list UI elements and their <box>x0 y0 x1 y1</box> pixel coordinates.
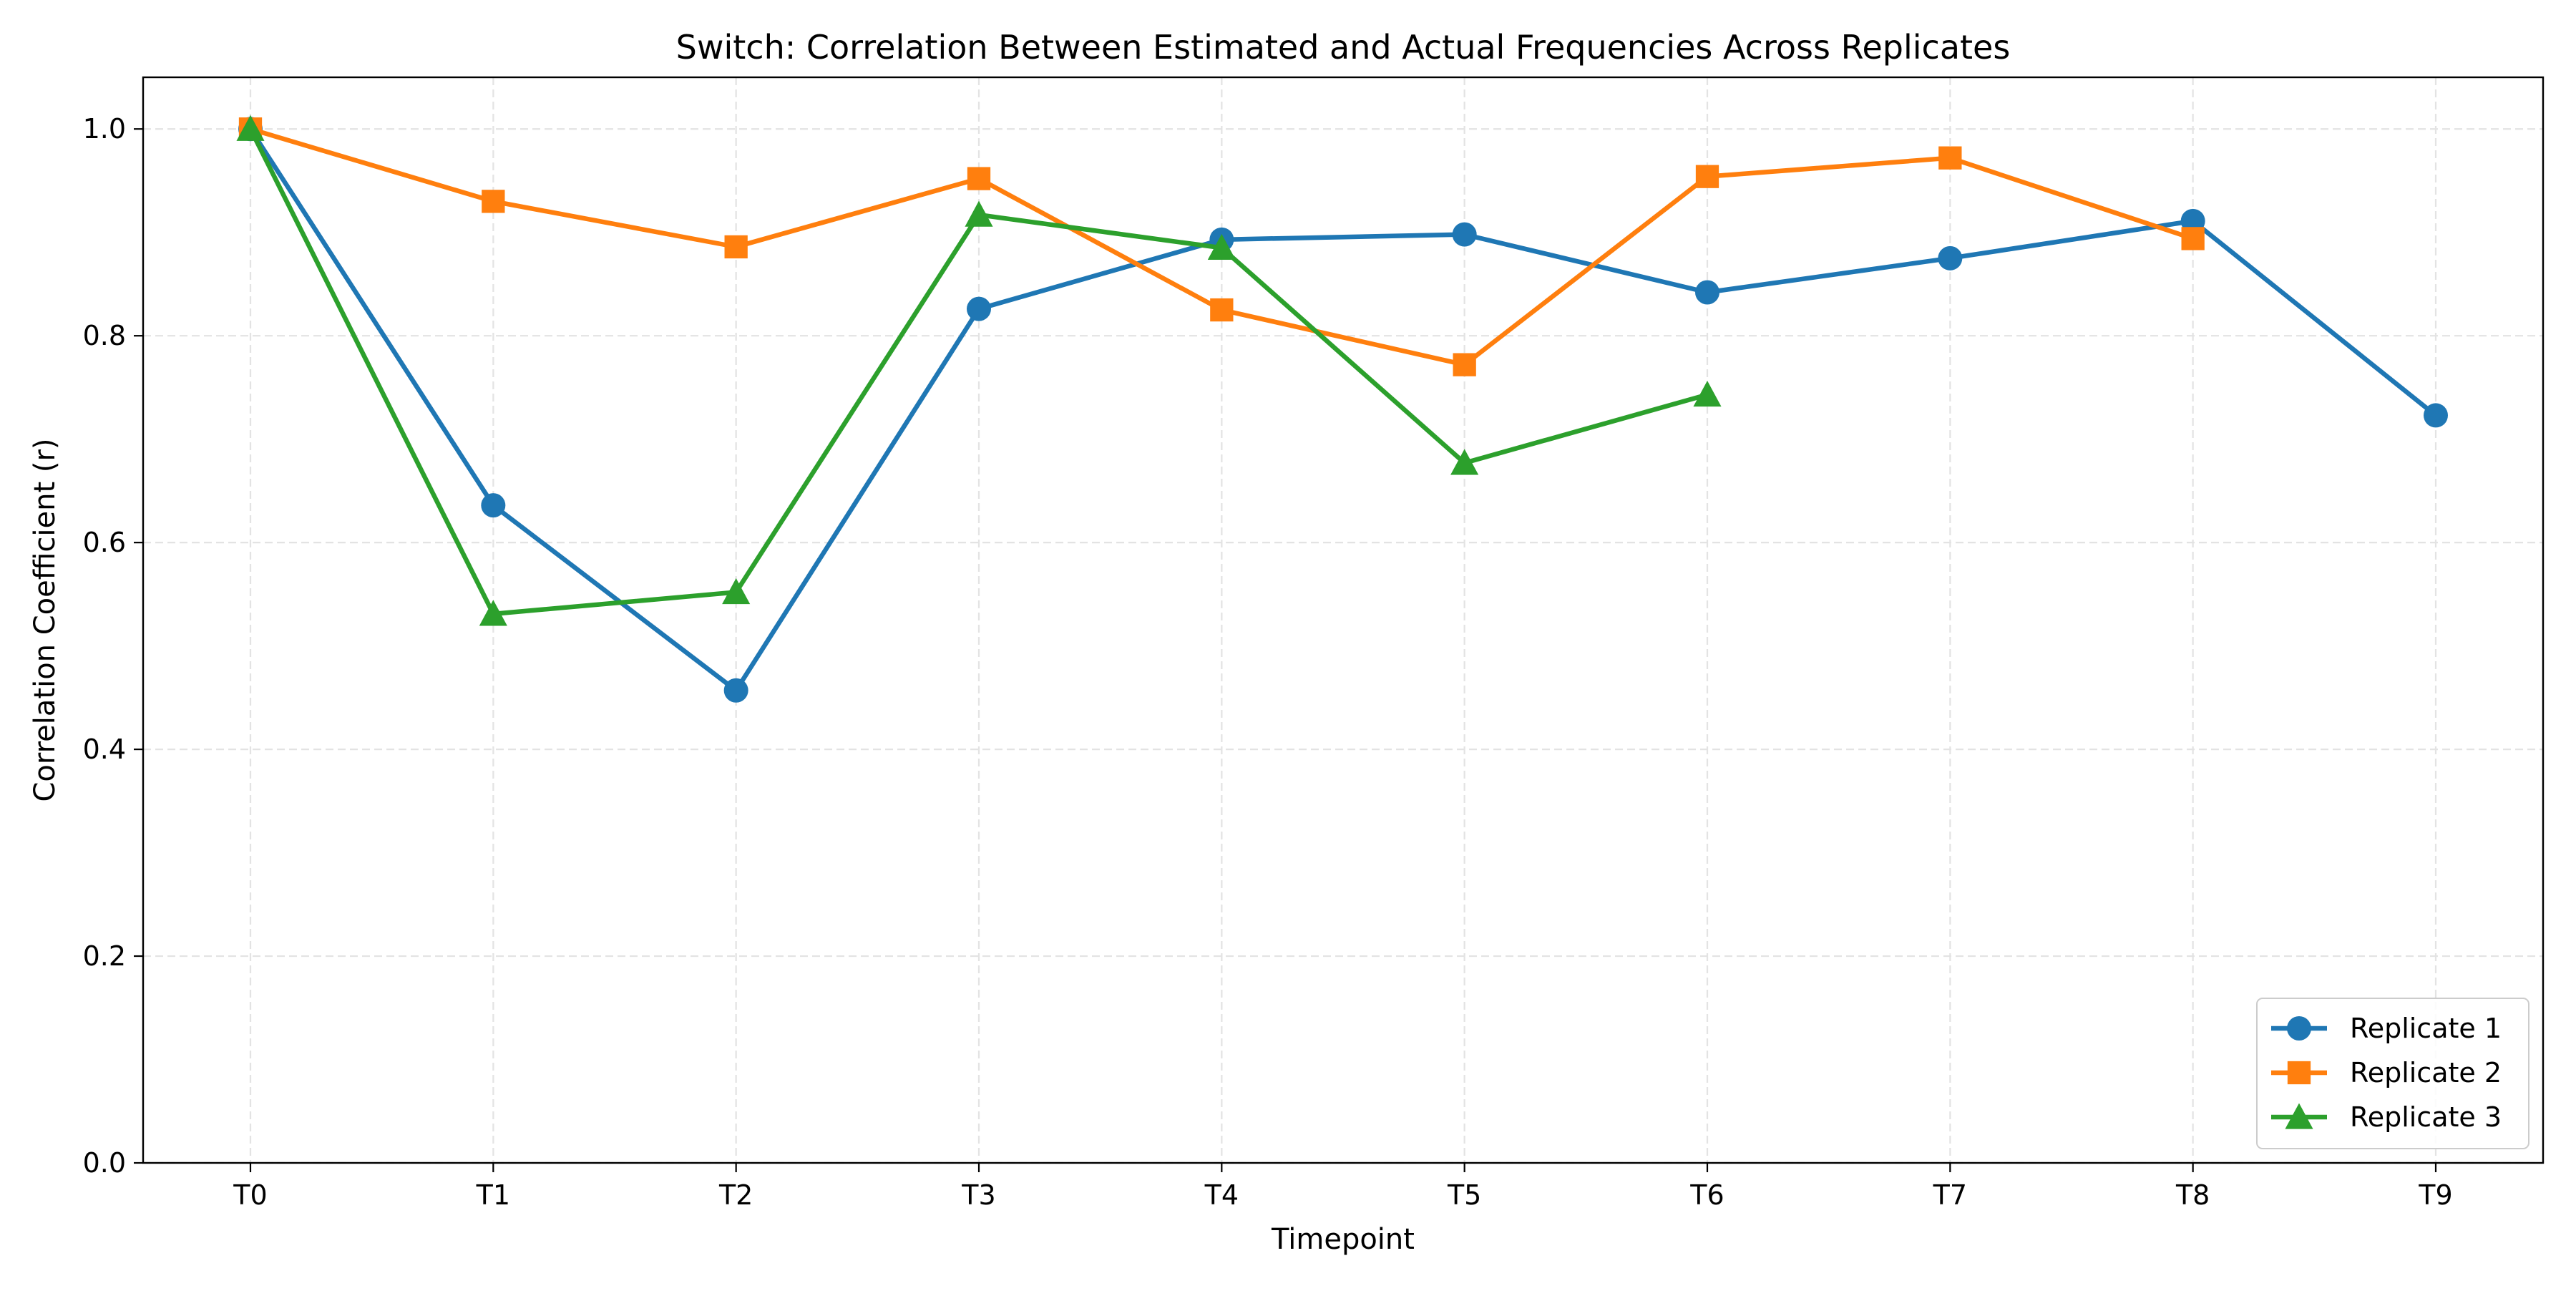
series-1 <box>238 117 2448 703</box>
x-tick-label: T1 <box>476 1179 510 1211</box>
data-point <box>1452 222 1477 247</box>
data-point <box>1207 233 1236 260</box>
legend: Replicate 1 Replicate 2 Replicate 3 <box>2256 998 2529 1149</box>
data-point <box>1695 165 1719 188</box>
data-point <box>967 167 991 190</box>
data-point <box>724 235 748 259</box>
data-point <box>723 678 748 703</box>
x-tick-label: T5 <box>1447 1179 1481 1211</box>
legend-marker <box>2287 1061 2311 1085</box>
x-axis-label: Timepoint <box>1271 1223 1415 1256</box>
y-tick-label: 0.4 <box>83 734 126 765</box>
data-point <box>722 578 751 605</box>
data-point <box>236 115 265 141</box>
data-point <box>1693 380 1722 407</box>
legend-label: Replicate 3 <box>2350 1101 2502 1133</box>
data-point <box>481 493 506 518</box>
x-tick-label: T3 <box>961 1179 995 1211</box>
y-tick-label: 0.8 <box>83 320 126 351</box>
x-axis: T0 T1 T2 T3 T4 T5 T6 T7 T8 T9 <box>233 1163 2453 1211</box>
legend-box <box>2256 998 2529 1149</box>
data-point <box>1450 449 1479 475</box>
chart-title: Switch: Correlation Between Estimated an… <box>676 28 2011 67</box>
y-tick-label: 0.6 <box>83 527 126 558</box>
x-tick-label: T0 <box>233 1179 267 1211</box>
series-3 <box>236 115 1722 626</box>
data-point <box>1938 146 1962 170</box>
plot-frame <box>142 76 2545 1164</box>
y-axis-label: Correlation Coefficient (r) <box>29 438 62 802</box>
data-point <box>1695 280 1719 305</box>
legend-label: Replicate 2 <box>2350 1057 2502 1088</box>
data-point <box>1938 245 1963 271</box>
x-tick-label: T9 <box>2418 1179 2452 1211</box>
data-point <box>965 200 993 227</box>
data-point <box>2424 403 2448 428</box>
x-tick-label: T7 <box>1933 1179 1967 1211</box>
legend-marker <box>2285 1103 2313 1129</box>
data-point <box>1210 298 1234 322</box>
data-point <box>482 190 505 213</box>
series-2 <box>238 117 2205 376</box>
legend-item-1: Replicate 1 <box>2271 1013 2502 1044</box>
legend-marker <box>2287 1016 2311 1041</box>
data-point <box>1453 353 1476 376</box>
x-tick-label: T4 <box>1204 1179 1239 1211</box>
legend-item-3: Replicate 3 <box>2271 1101 2502 1133</box>
x-tick-label: T8 <box>2175 1179 2210 1211</box>
data-point <box>479 600 507 626</box>
x-tick-label: T6 <box>1689 1179 1724 1211</box>
legend-label: Replicate 1 <box>2350 1013 2502 1044</box>
legend-item-2: Replicate 2 <box>2271 1057 2502 1088</box>
y-tick-label: 1.0 <box>83 113 126 145</box>
data-point <box>2181 227 2205 250</box>
grid-layer <box>143 77 2543 1164</box>
data-point <box>967 296 991 321</box>
series-layer <box>236 115 2448 703</box>
y-tick-label: 0.2 <box>83 940 126 972</box>
x-tick-label: T2 <box>718 1179 753 1211</box>
y-axis: 0.0 0.2 0.4 0.6 0.8 1.0 <box>83 113 143 1179</box>
series-line <box>248 126 2439 693</box>
y-tick-label: 0.0 <box>83 1147 126 1179</box>
